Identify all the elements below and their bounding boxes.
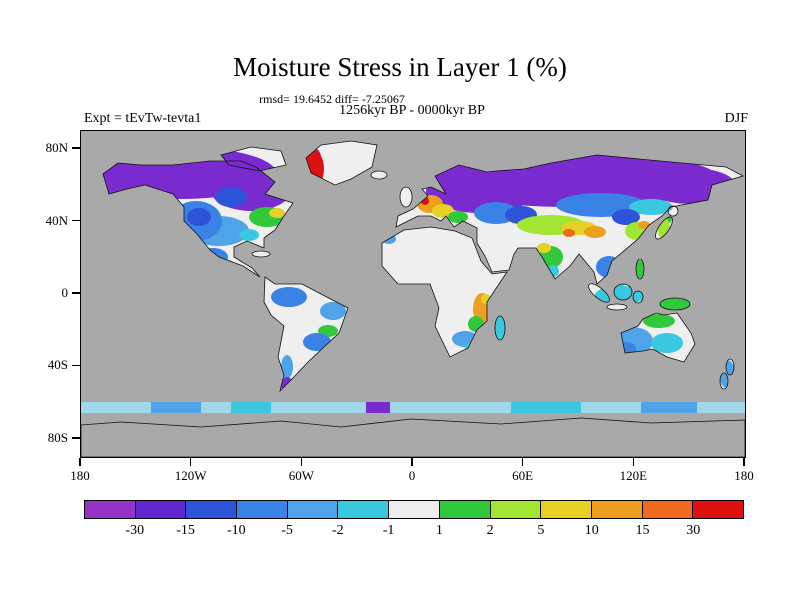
colorbar-cell xyxy=(85,501,135,518)
colorbar-cell xyxy=(134,501,186,518)
colorbar-cell xyxy=(641,501,693,518)
lon-tick-mark xyxy=(189,458,192,466)
lat-tick-label: 0 xyxy=(61,285,69,300)
colorbar-cell xyxy=(540,501,591,518)
colorbar-cell xyxy=(286,501,338,518)
colorbar-level-label: -1 xyxy=(382,523,395,538)
lon-tick-mark xyxy=(79,458,81,466)
colorbar-level-label: 15 xyxy=(635,523,650,538)
lon-tick-label: 120W xyxy=(174,468,207,483)
map-frame xyxy=(80,130,746,458)
colorbar-level-label: 10 xyxy=(584,523,599,538)
lon-tick-mark xyxy=(743,458,745,466)
colorbar-level-label: -2 xyxy=(332,523,344,538)
lon-tick-mark xyxy=(300,458,303,466)
colorbar-level-label: -10 xyxy=(226,523,246,538)
colorbar-level-label: 5 xyxy=(537,523,545,538)
colorbar-cell xyxy=(388,501,439,518)
experiment-label: Expt = tEvTw-tevta1 xyxy=(84,111,202,126)
lon-tick-mark xyxy=(632,458,635,466)
lon-tick-label: 60W xyxy=(288,468,314,483)
colorbar-level-label: -30 xyxy=(125,523,145,538)
lon-tick-mark xyxy=(411,458,413,466)
colorbar-cell xyxy=(185,501,237,518)
lat-tick-mark xyxy=(72,147,80,149)
southern-ocean-band xyxy=(81,402,745,413)
period-line: 1256kyr BP - 0000kyr BP xyxy=(339,103,485,118)
lon-tick-mark xyxy=(521,458,524,466)
colorbar-level-label: 30 xyxy=(686,523,701,538)
lat-tick-label: 40S xyxy=(47,357,68,373)
colorbar-level-label: 2 xyxy=(486,523,494,538)
lat-tick-mark xyxy=(72,364,80,367)
colorbar-cell xyxy=(438,501,490,518)
lon-tick-label: 180 xyxy=(70,468,90,483)
colorbar-level-label: 1 xyxy=(435,523,443,538)
colorbar-cell xyxy=(489,501,541,518)
world-map xyxy=(81,131,745,457)
season-label: DJF xyxy=(724,111,748,126)
colorbar-cell xyxy=(590,501,642,518)
lon-tick-label: 0 xyxy=(408,468,416,483)
lat-tick-label: 80S xyxy=(47,429,68,445)
colorbar-level-label: -5 xyxy=(281,523,293,538)
colorbar-cell xyxy=(337,501,389,518)
lat-tick-label: 80N xyxy=(45,140,68,156)
colorbar-cell xyxy=(692,501,743,518)
lat-tick-mark xyxy=(72,219,80,222)
plot-title: Moisture Stress in Layer 1 (%) xyxy=(233,52,567,82)
lat-tick-label: 40N xyxy=(45,212,68,228)
colorbar-level-label: -15 xyxy=(176,523,195,538)
colorbar-cell xyxy=(236,501,287,518)
lon-tick-label: 60E xyxy=(512,468,534,483)
colorbar xyxy=(84,500,744,519)
lat-tick-mark xyxy=(72,437,80,439)
lon-tick-label: 120E xyxy=(619,468,648,483)
lat-tick-mark xyxy=(72,292,80,294)
stats-line: rmsd= 19.6452 diff= -7.25067 xyxy=(259,92,405,106)
lon-tick-label: 180 xyxy=(734,468,754,483)
